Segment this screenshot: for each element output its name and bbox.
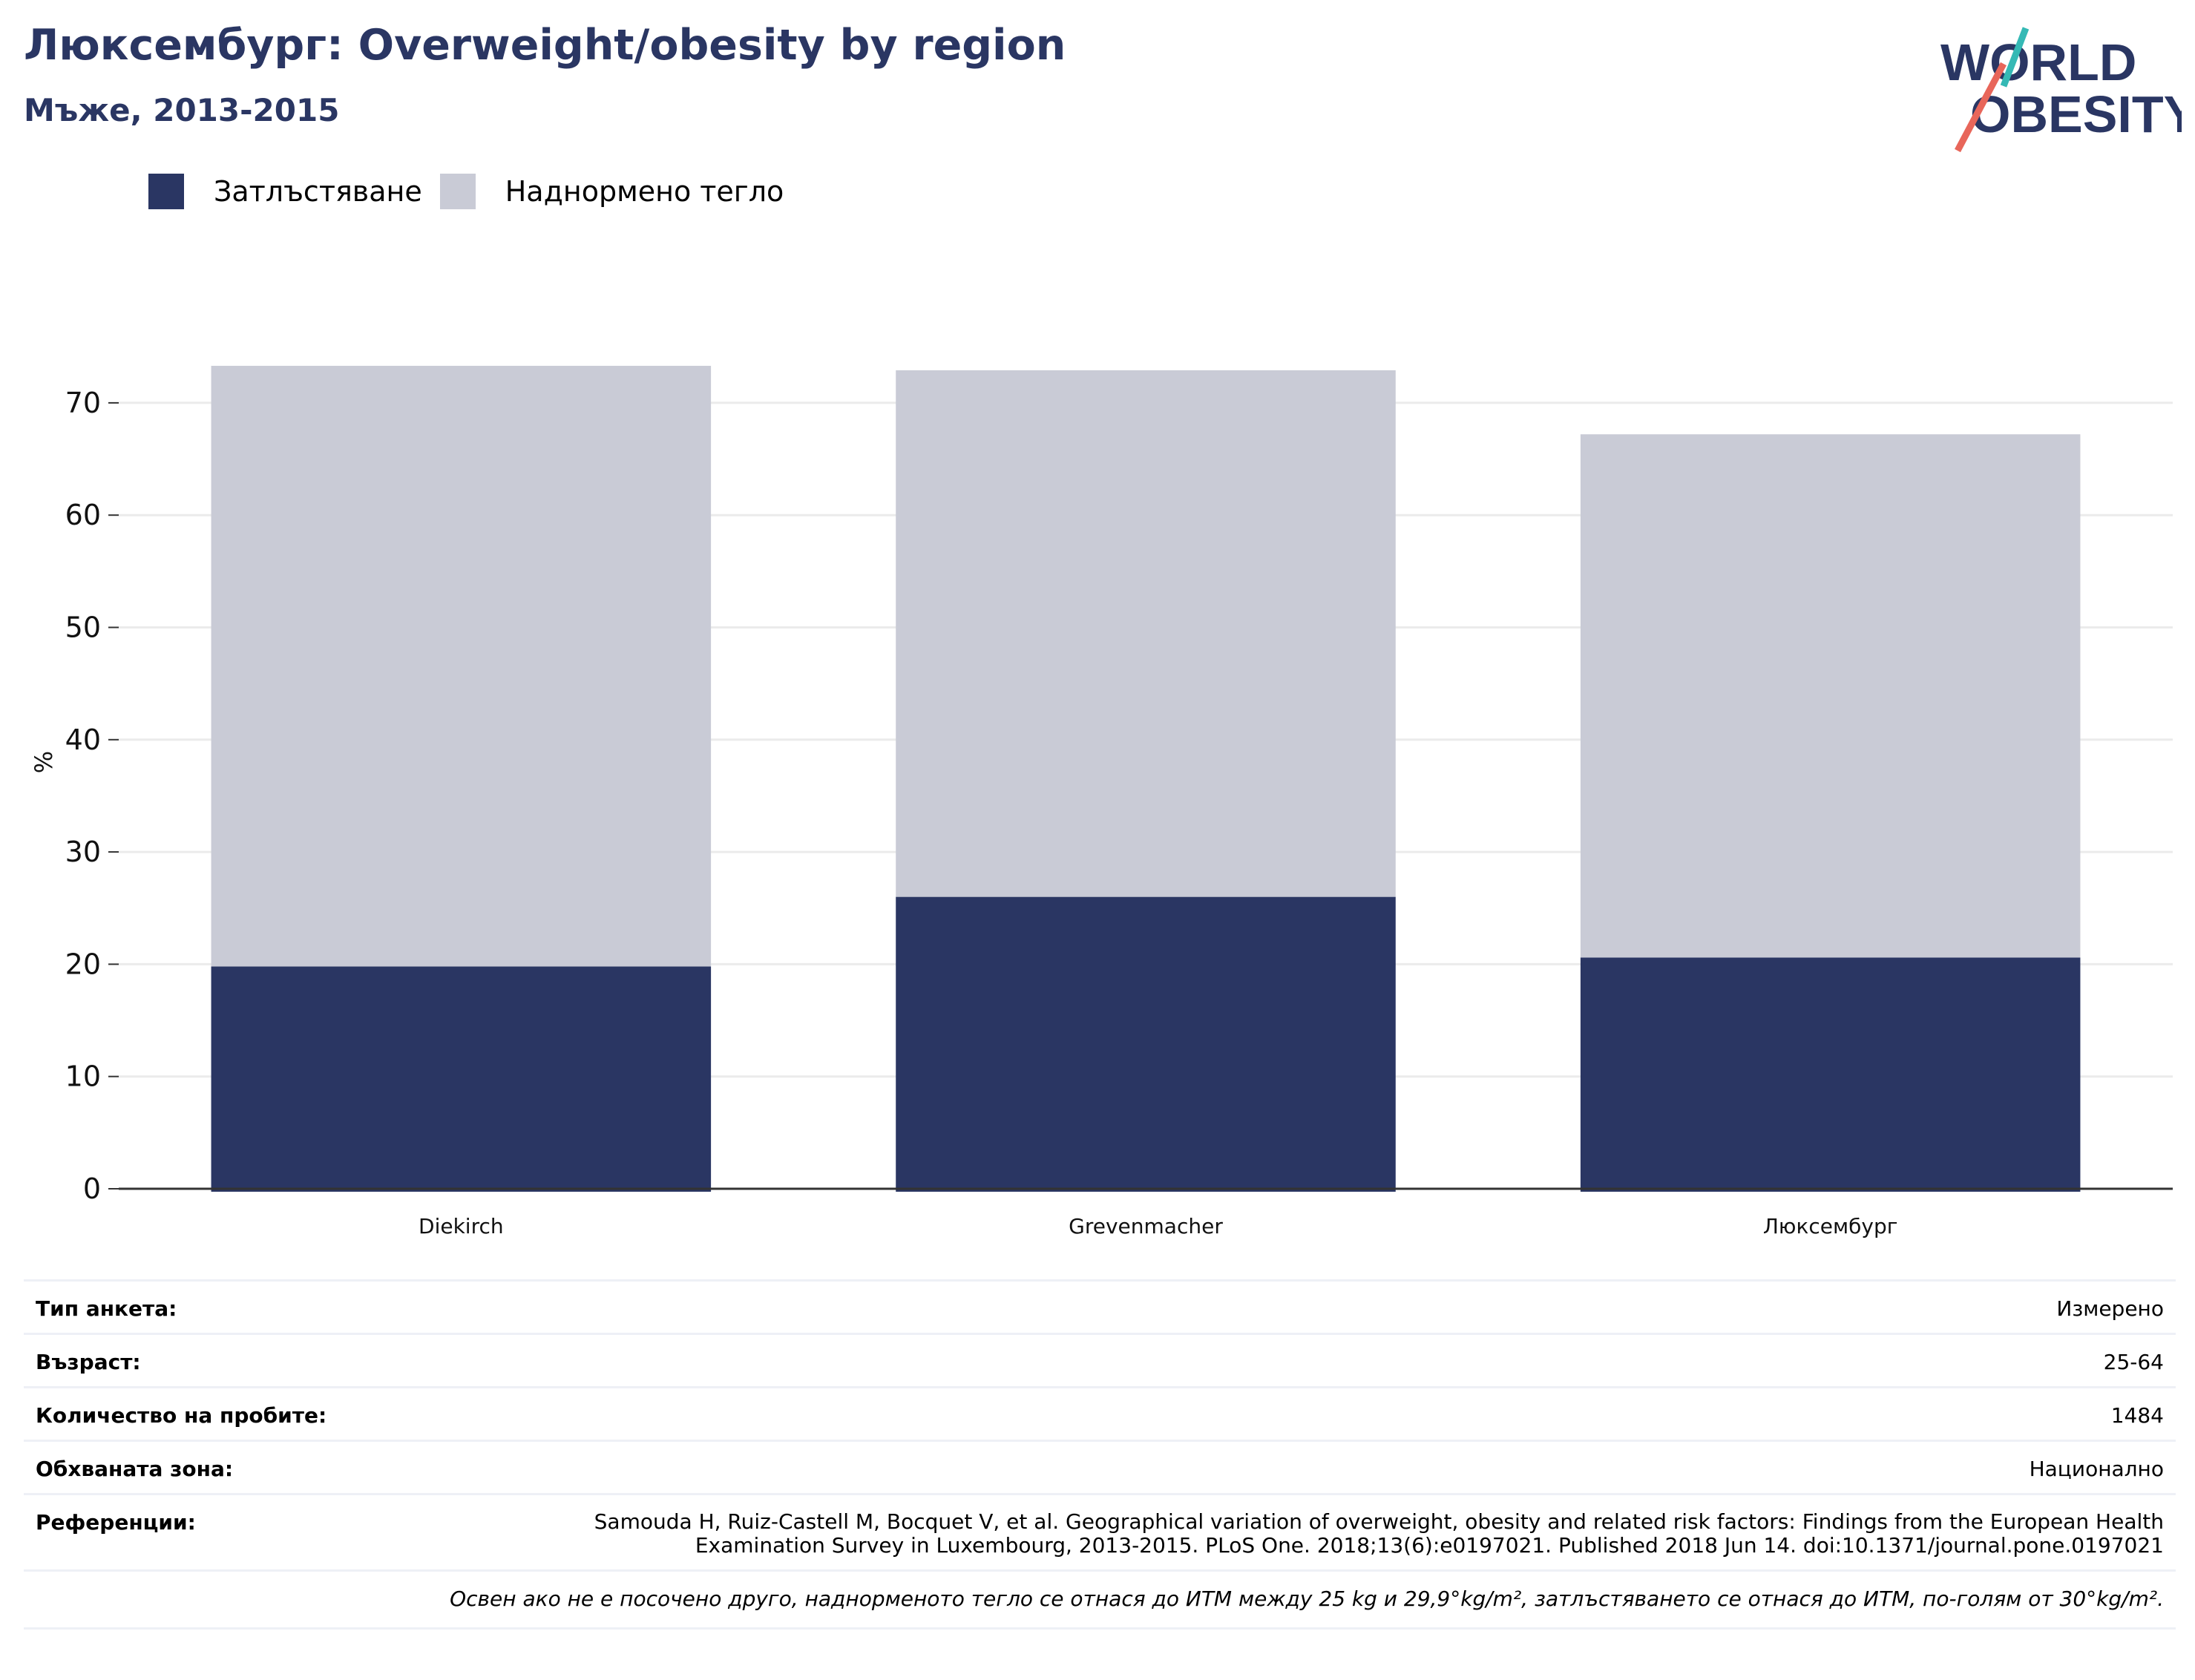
info-row-sample-size: Количество на пробите: 1484 xyxy=(24,1386,2176,1440)
age-value: 25-64 xyxy=(2103,1350,2164,1374)
bar-obesity xyxy=(896,896,1396,1192)
bar-overweight xyxy=(211,365,712,967)
bar-chart: 0 10 20 30 40 50 60 70% Diekirch Grevenmacher Люкс… xyxy=(30,365,2173,1238)
sample-size-value: 1484 xyxy=(2110,1403,2164,1428)
y-tick-label: 60 xyxy=(65,499,101,531)
references-value: Samouda H, Ruiz-Castell M, Bocquet V, et… xyxy=(594,1509,2164,1558)
chart-title: Люксембург: Overweight/obesity by region xyxy=(24,21,1066,70)
world-obesity-logo: WORLD OBESITY xyxy=(1940,27,2182,153)
legend-item-obesity: Затлъстяване xyxy=(148,174,422,209)
references-label: Референции: xyxy=(36,1510,196,1535)
coverage-value: Национално xyxy=(2029,1457,2164,1481)
legend-swatch-overweight xyxy=(439,174,476,209)
y-tick-label: 70 xyxy=(65,387,101,419)
survey-info-table: Тип анкета: Измерено Възраст: 25-64 Коли… xyxy=(24,1279,2176,1630)
y-tick-label: 0 xyxy=(83,1172,101,1205)
legend-item-overweight: Наднормено тегло xyxy=(439,174,784,209)
legend-swatch-obesity xyxy=(148,174,184,209)
legend-label-obesity: Затлъстяване xyxy=(214,175,422,208)
info-row-survey-type: Тип анкета: Измерено xyxy=(24,1279,2176,1333)
logo-teal-stroke xyxy=(2000,27,2030,88)
y-tick-label: 30 xyxy=(65,836,101,868)
chart-legend: Затлъстяване Наднормено тегло xyxy=(148,169,801,214)
y-axis-label: % xyxy=(30,751,58,773)
logo-coral-stroke xyxy=(1955,62,2007,153)
bar-overweight xyxy=(1580,434,2081,958)
bar-obesity xyxy=(211,966,712,1192)
y-tick-label: 20 xyxy=(65,948,101,980)
chart-subtitle: Мъже, 2013-2015 xyxy=(24,92,340,128)
age-label: Възраст: xyxy=(36,1350,141,1374)
y-tick-label: 50 xyxy=(65,611,101,644)
x-tick-label: Люксембург xyxy=(1763,1214,1898,1238)
x-tick-label: Diekirch xyxy=(419,1214,504,1238)
survey-type-value: Измерено xyxy=(2056,1296,2164,1321)
x-tick-label: Grevenmacher xyxy=(1069,1214,1223,1238)
legend-label-overweight: Наднормено тегло xyxy=(505,175,784,208)
y-tick-label: 10 xyxy=(65,1060,101,1093)
bar-overweight xyxy=(896,370,1396,897)
bar-obesity xyxy=(1580,957,2081,1192)
sample-size-label: Количество на пробите: xyxy=(36,1403,327,1428)
info-row-references: Референции: Samouda H, Ruiz-Castell M, B… xyxy=(24,1493,2176,1569)
survey-type-label: Тип анкета: xyxy=(36,1296,177,1321)
logo-text-obesity: OBESITY xyxy=(1970,85,2182,143)
logo-text-world: WORLD xyxy=(1940,33,2136,91)
definition-footnote: Освен ако не е посочено друго, наднормен… xyxy=(24,1569,2176,1630)
coverage-label: Обхваната зона: xyxy=(36,1457,234,1481)
info-row-coverage: Обхваната зона: Национално xyxy=(24,1440,2176,1493)
y-tick-label: 40 xyxy=(65,723,101,756)
info-row-age: Възраст: 25-64 xyxy=(24,1333,2176,1386)
